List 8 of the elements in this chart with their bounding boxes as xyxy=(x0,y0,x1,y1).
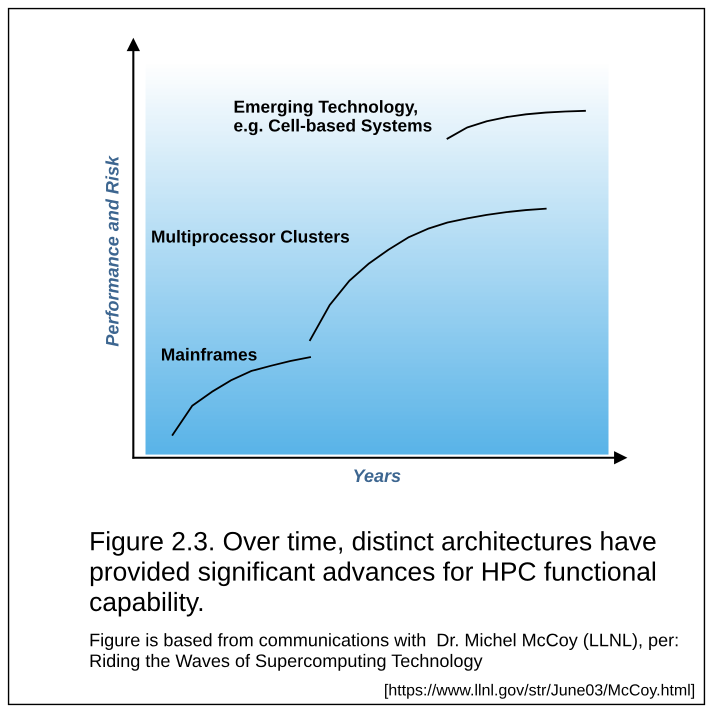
caption: Figure 2.3. Over time, distinct architectures have provided significant advances for HPC functional capability. xyxy=(90,531,656,616)
series-label: Emerging Technology, e.g. Cell-based Systems xyxy=(234,100,432,136)
y-axis-title: Performance and Risk xyxy=(105,155,119,346)
series-label: Mainframes xyxy=(162,348,257,361)
text: Figure is based from communications with Dr. Michel McCoy (LLNL), per: Riding the Waves of Supercomputing Technology xyxy=(90,633,678,671)
text: [https://www.llnl.gov/str/June03/McCoy.html] xyxy=(385,684,694,699)
series-label: Multiprocessor Clusters xyxy=(152,230,350,246)
x-axis-title: Years xyxy=(354,470,400,482)
